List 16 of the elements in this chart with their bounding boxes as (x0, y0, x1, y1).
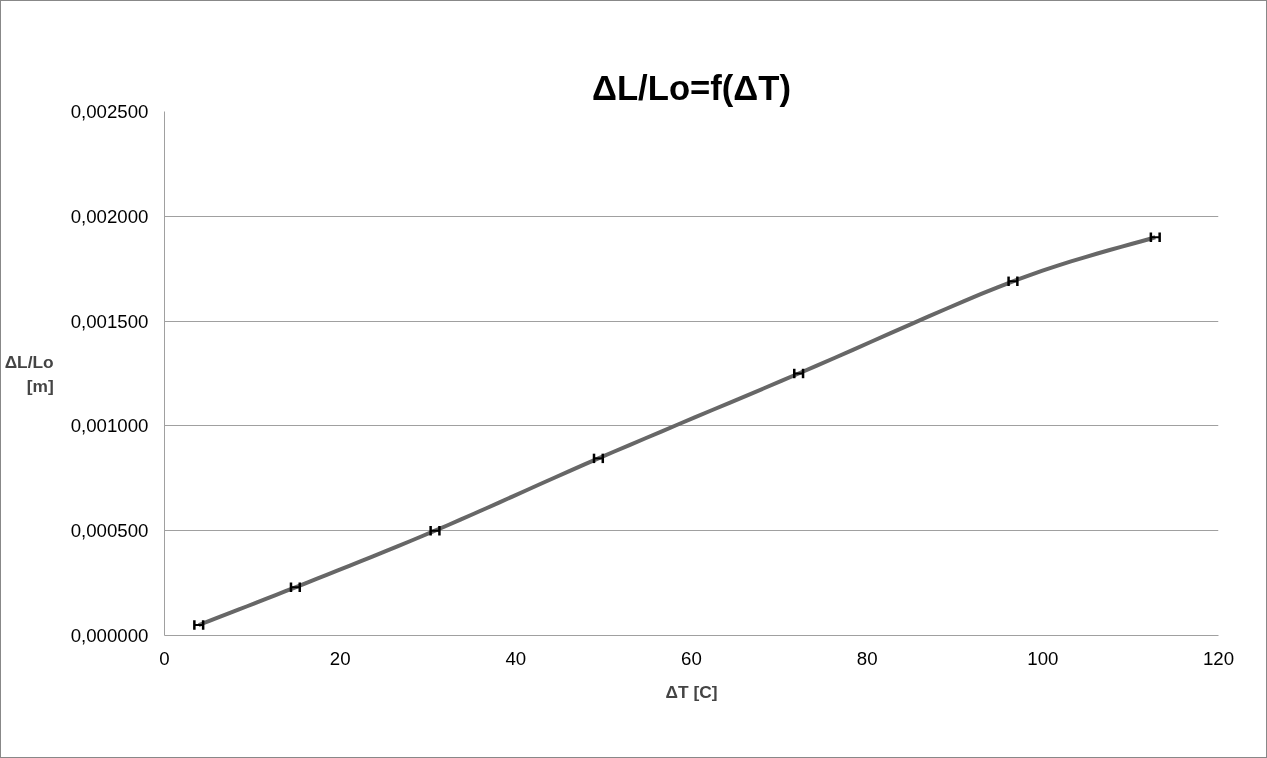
chart-title: ΔL/Lo=f(ΔT) (592, 68, 792, 107)
y-tick-label: 0,000000 (70, 625, 149, 646)
x-tick-label: 80 (856, 647, 878, 669)
x-tick-label: 100 (1027, 647, 1059, 669)
x-tick-label: 20 (329, 647, 351, 669)
x-tick-label: 60 (681, 647, 702, 669)
y-tick-label: 0,001000 (70, 415, 149, 437)
y-tick-label: 0,002500 (70, 101, 149, 122)
y-tick-label: 0,002000 (70, 205, 149, 227)
x-axis-title: ΔT [C] (665, 681, 718, 702)
x-tick-label: 0 (159, 647, 170, 669)
y-tick-label: 0,001500 (70, 310, 149, 332)
x-tick-label: 40 (505, 647, 527, 669)
x-tick-label: 120 (1202, 647, 1235, 669)
y-axis-title: ΔL/Lo [m] (4, 351, 54, 396)
y-tick-label: 0,000500 (70, 520, 149, 542)
